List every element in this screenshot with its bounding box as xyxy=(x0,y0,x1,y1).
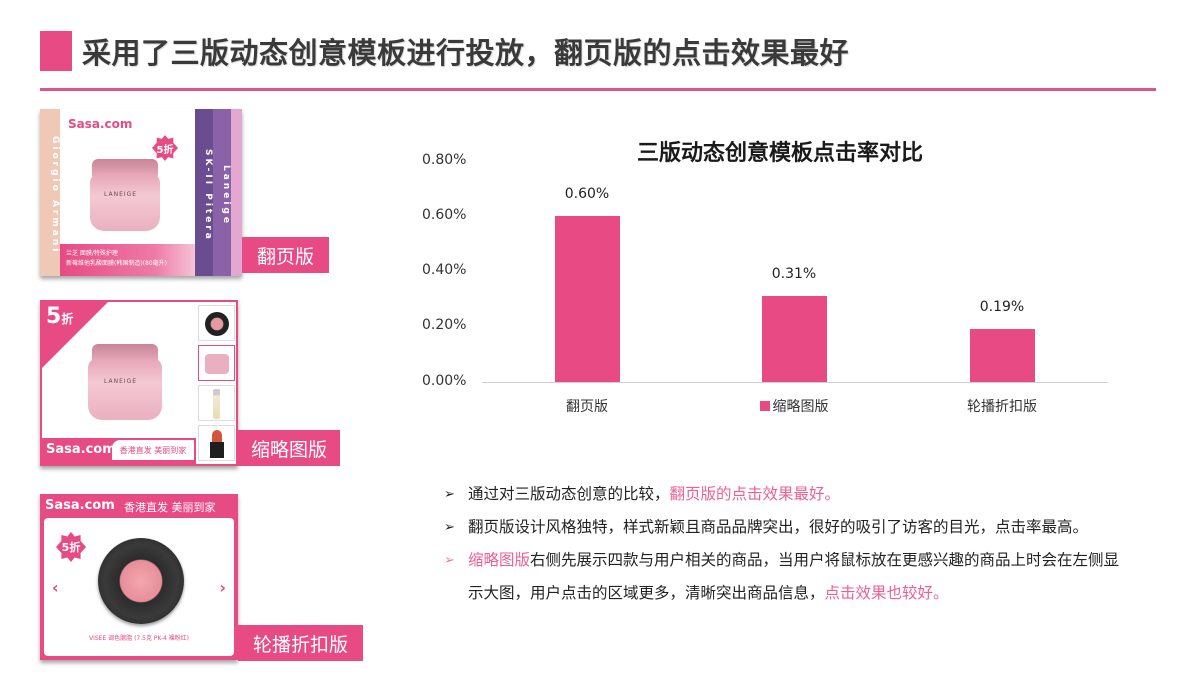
sasa-logo: Sasa.com xyxy=(68,117,133,131)
carousel-next-icon[interactable]: › xyxy=(219,578,226,597)
thumbnail-compact[interactable] xyxy=(198,305,235,341)
bullet-arrow-icon: ➢ xyxy=(444,553,455,568)
thumbnail-bottle[interactable] xyxy=(198,385,235,421)
thumbnail-version-creative: 5折 LANEIGE Sasa.com 香港直发 美丽到家 xyxy=(40,300,238,466)
slogan-tag: 香港直发 美丽到家 xyxy=(112,440,194,460)
y-tick: 0.60% xyxy=(422,207,467,223)
bullet-arrow-icon: ➢ xyxy=(444,520,455,535)
brand-strip-giorgio-armani: Giorgio Armani xyxy=(40,109,60,276)
bar-value-label: 0.31% xyxy=(771,265,817,282)
flip-version-label: 翻页版 xyxy=(242,237,329,273)
carousel-body: 5折 ‹ › VISEE 调色腮脂 (7.5克 PK-4 裸粉红) xyxy=(44,518,234,656)
bar-thumbnail-version xyxy=(762,295,827,382)
x-axis-line xyxy=(482,382,1108,383)
y-tick: 0.40% xyxy=(422,262,467,278)
brand-strip-laneige: Laneige xyxy=(213,109,231,276)
bar-value-label: 0.60% xyxy=(564,185,610,202)
jar-brand-text: LANEIGE xyxy=(104,378,138,385)
bullet-arrow-icon: ➢ xyxy=(444,487,455,502)
bar-flip-version xyxy=(555,215,620,382)
title-divider xyxy=(40,88,1156,91)
y-tick: 0.00% xyxy=(422,373,467,389)
product-compact-image xyxy=(98,538,184,624)
flip-main-panel: Sasa.com 5折 LANEIGE 兰芝 面膜/特殊护理 新莓维他乳酸面膜(… xyxy=(60,109,195,276)
bullet-item: ➢ 翻页版设计风格独特，样式新颖且商品品牌突出，很好的吸引了访客的目光，点击率最… xyxy=(444,511,1124,544)
x-category-label-with-legend: 缩略图版 xyxy=(719,396,869,416)
carousel-version-label: 轮播折扣版 xyxy=(238,625,363,661)
thumbnail-lipstick[interactable] xyxy=(198,425,235,461)
product-name-line: 兰芝 面膜/特殊护理 xyxy=(66,250,118,257)
bullet-item: ➢ 缩略图版右侧先展示四款与用户相关的商品，当用户将鼠标放在更感兴趣的商品上时会… xyxy=(444,544,1124,610)
legend-swatch xyxy=(759,401,770,411)
brand-strip-bobbi-brown: Bobbi Brown xyxy=(231,109,242,276)
product-desc-line: 新莓维他乳酸面膜(韩国制造)(80毫升) xyxy=(66,260,167,267)
conclusion-bullets: ➢ 通过对三版动态创意的比较，翻页版的点击效果最好。 ➢ 翻页版设计风格独特，样… xyxy=(444,478,1124,610)
bar-carousel-version xyxy=(970,329,1035,382)
flip-version-creative: Giorgio Armani Sasa.com 5折 LANEIGE 兰芝 面膜… xyxy=(40,109,242,276)
title-bar: 采用了三版动态创意模板进行投放，翻页版的点击效果最好 xyxy=(40,30,849,72)
chart-title: 三版动态创意模板点击率对比 xyxy=(636,141,923,166)
thumbnail-footer: Sasa.com 香港直发 美丽到家 xyxy=(42,438,196,464)
brand-strip-sk2: SK-II Pitera xyxy=(195,109,213,276)
carousel-prev-icon[interactable]: ‹ xyxy=(52,578,59,597)
product-caption: VISEE 调色腮脂 (7.5克 PK-4 裸粉红) xyxy=(88,635,190,642)
discount-badge: 5折 xyxy=(46,304,74,329)
thumbnail-laneige-jar[interactable] xyxy=(198,345,235,381)
y-tick: 0.80% xyxy=(422,152,467,168)
x-category-label: 轮播折扣版 xyxy=(967,399,1037,415)
jar-brand-text: LANEIGE xyxy=(104,191,138,198)
sasa-logo: Sasa.com xyxy=(45,498,115,513)
thumbnail-version-label: 缩略图版 xyxy=(238,430,340,466)
bar-value-label: 0.19% xyxy=(979,299,1025,316)
sasa-logo: Sasa.com xyxy=(46,442,116,457)
click-rate-bar-chart: 三版动态创意模板点击率对比 0.80% 0.60% 0.40% 0.20% 0.… xyxy=(410,120,1130,430)
carousel-version-creative: Sasa.com 香港直发 美丽到家 5折 ‹ › VISEE 调色腮脂 (7.… xyxy=(40,494,238,660)
x-category-label: 翻页版 xyxy=(566,399,608,415)
y-tick: 0.20% xyxy=(422,317,467,333)
bullet-item: ➢ 通过对三版动态创意的比较，翻页版的点击效果最好。 xyxy=(444,478,1124,511)
product-info-footer: 兰芝 面膜/特殊护理 新莓维他乳酸面膜(韩国制造)(80毫升) xyxy=(60,244,195,276)
page-title: 采用了三版动态创意模板进行投放，翻页版的点击效果最好 xyxy=(82,36,850,70)
title-accent-block xyxy=(40,31,72,71)
discount-badge: 5折 xyxy=(56,532,86,562)
slogan-tag: 香港直发 美丽到家 xyxy=(124,501,216,514)
discount-badge: 5折 xyxy=(152,135,178,161)
